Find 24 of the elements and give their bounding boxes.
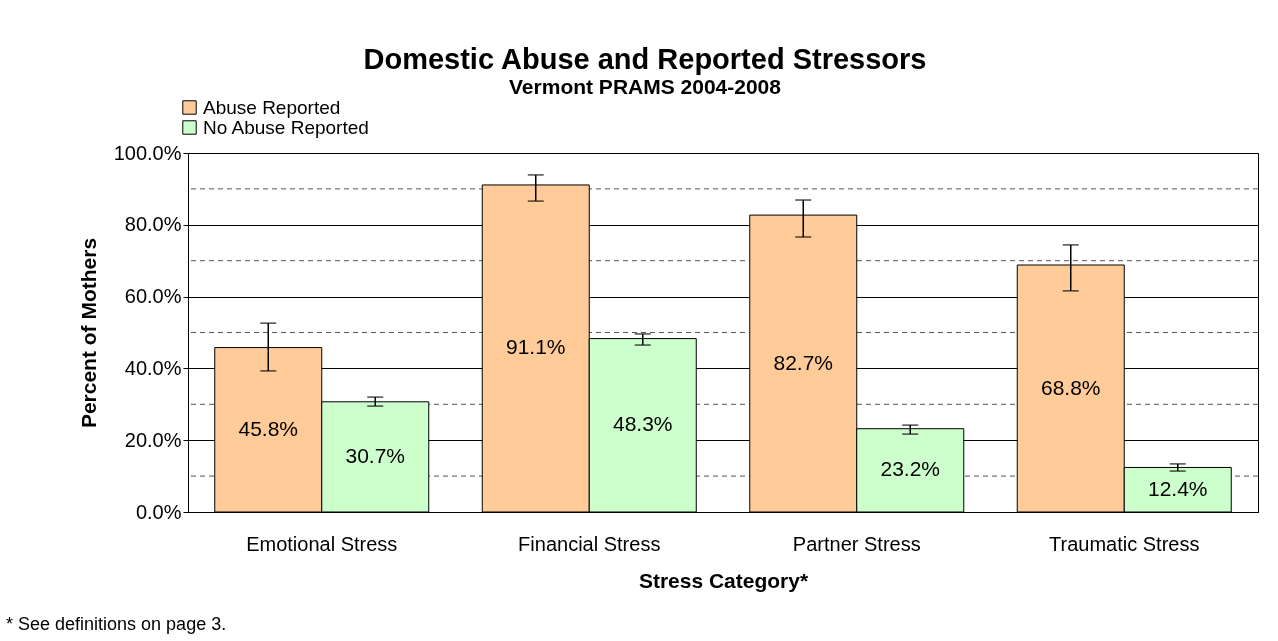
y-axis-title: Percent of Mothers bbox=[76, 237, 100, 429]
y-tick-label: 60.0% bbox=[124, 285, 182, 308]
x-axis-title: Stress Category* bbox=[638, 568, 809, 592]
data-label: 12.4% bbox=[1147, 476, 1208, 500]
data-label: 91.1% bbox=[505, 335, 566, 359]
y-tick-label: 100.0% bbox=[113, 141, 182, 164]
y-tick-label: 0.0% bbox=[135, 500, 182, 523]
x-tick-label: Partner Stress bbox=[792, 532, 921, 555]
data-label: 82.7% bbox=[773, 350, 834, 374]
x-tick-label: Emotional Stress bbox=[246, 532, 398, 555]
data-label: 68.8% bbox=[1040, 375, 1101, 399]
y-tick-label: 80.0% bbox=[124, 213, 182, 236]
chart-subtitle: Vermont PRAMS 2004-2008 bbox=[509, 75, 782, 98]
data-label: 30.7% bbox=[345, 443, 406, 467]
data-label: 48.3% bbox=[612, 412, 673, 436]
chart-title: Domestic Abuse and Reported Stressors bbox=[363, 43, 927, 75]
legend-label: Abuse Reported bbox=[203, 96, 341, 118]
x-tick-label: Traumatic Stress bbox=[1049, 532, 1200, 555]
x-tick-label: Financial Stress bbox=[518, 532, 661, 555]
y-tick-label: 40.0% bbox=[124, 356, 182, 379]
text: * See definitions on page 3. bbox=[6, 614, 227, 634]
data-label: 45.8% bbox=[238, 416, 299, 440]
y-tick-label: 20.0% bbox=[124, 428, 182, 451]
data-label: 23.2% bbox=[880, 457, 941, 481]
